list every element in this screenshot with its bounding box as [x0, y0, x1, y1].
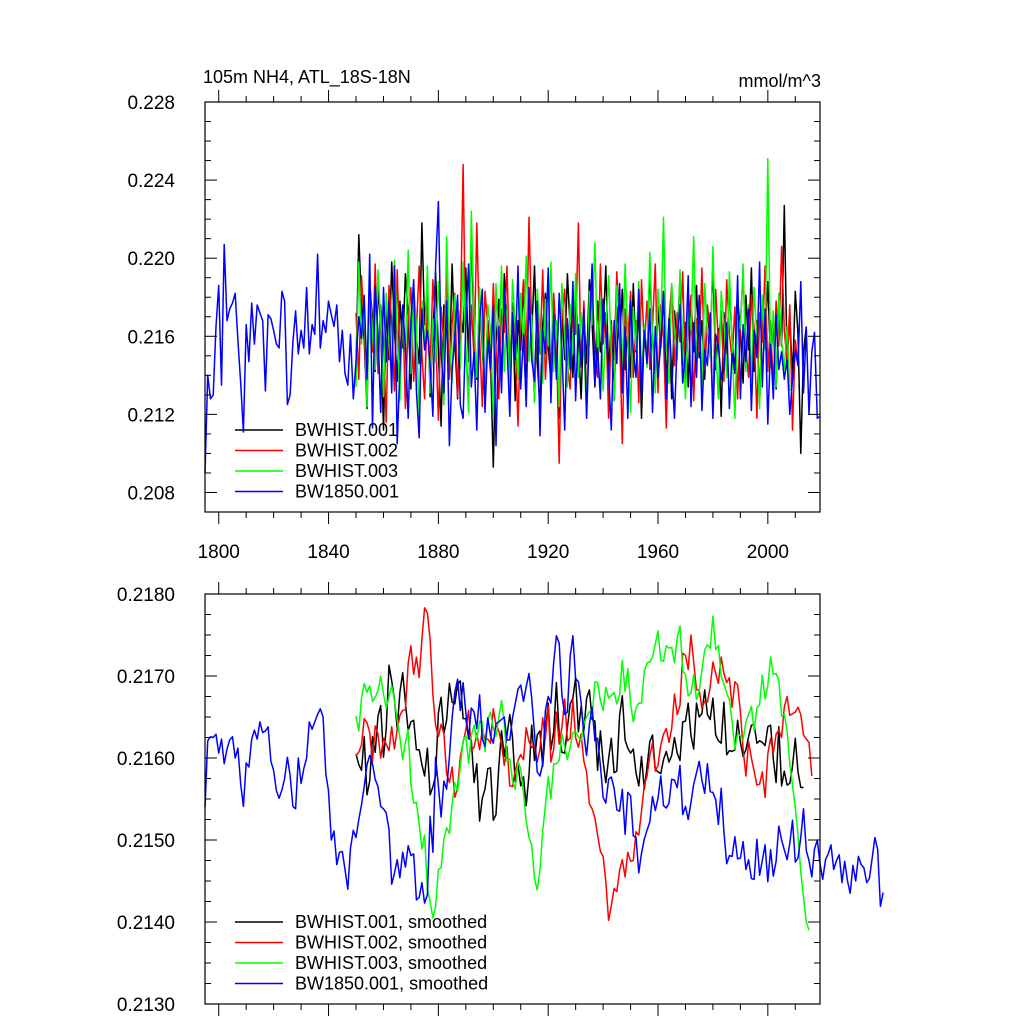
y-tick-label: 0.2180 [117, 585, 175, 606]
series-line-3 [355, 615, 810, 931]
top-plot-frame [204, 101, 821, 513]
x-tick-label: 1840 [307, 542, 349, 563]
x-tick-label: 1960 [637, 542, 679, 563]
y-tick-label: 0.2140 [117, 913, 175, 934]
bottom-series-group [204, 607, 884, 931]
y-tick-label: 0.212 [127, 405, 175, 426]
y-tick-label: 0.2160 [117, 749, 175, 770]
top-chart-units: mmol/m^3 [739, 71, 821, 91]
x-tick-label: 1880 [417, 542, 459, 563]
legend-label: BW1850.001, smoothed [295, 974, 488, 994]
y-tick-label: 0.2130 [117, 995, 175, 1016]
legend-label: BW1850.001 [295, 482, 399, 502]
legend-label: BWHIST.002 [295, 441, 398, 461]
y-tick-label: 0.2170 [117, 667, 175, 688]
series-line-4 [204, 200, 821, 474]
x-tick-label: 1800 [198, 542, 240, 563]
top-ticks: 0.228 0.224 0.220 0.216 0.212 0.208 1800 1840 18… [127, 90, 820, 563]
legend-label: BWHIST.002, smoothed [295, 933, 487, 953]
y-tick-label: 0.220 [127, 249, 175, 270]
legend-label: BWHIST.001, smoothed [295, 912, 487, 932]
legend-label: BWHIST.003 [295, 461, 398, 481]
top-chart-title: 105m NH4, ATL_18S-18N [203, 67, 411, 88]
top-panel: 105m NH4, ATL_18S-18N mmol/m^3 0.2280.22… [127, 67, 821, 563]
series-line-2 [355, 607, 813, 922]
top-series-group [204, 157, 821, 474]
y-tick-label: 0.208 [127, 483, 175, 504]
x-tick-label: 2000 [747, 542, 789, 563]
series-line-1 [355, 664, 804, 822]
series-line-4 [204, 635, 884, 908]
y-tick-label: 0.2150 [117, 831, 175, 852]
x-tick-label: 1920 [527, 542, 569, 563]
legend-label: BWHIST.001 [295, 420, 398, 440]
bottom-panel: 0.2180 0.2170 0.2160 0.2150 0.2140 0.2130 BWH… [117, 582, 884, 1016]
y-tick-label: 0.216 [127, 327, 175, 348]
y-tick-label: 0.224 [127, 171, 175, 192]
y-tick-label: 0.228 [127, 93, 175, 114]
series-line-3 [355, 157, 791, 420]
legend-label: BWHIST.003, smoothed [295, 953, 487, 973]
bottom-ticks: 0.2180 0.2170 0.2160 0.2150 0.2140 0.2130 [117, 582, 820, 1016]
